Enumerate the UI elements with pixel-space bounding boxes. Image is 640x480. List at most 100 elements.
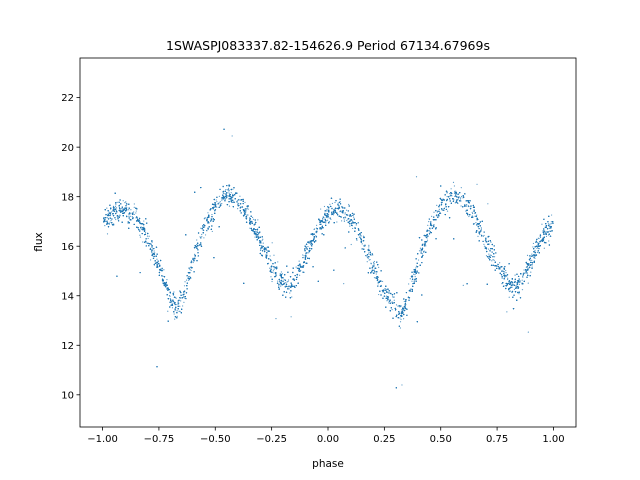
data-point [176, 303, 178, 306]
data-point [277, 280, 279, 282]
data-point [135, 212, 137, 214]
data-point [507, 277, 509, 279]
data-point [326, 216, 328, 218]
data-point [152, 248, 154, 250]
data-point [143, 220, 145, 222]
data-point [166, 288, 168, 290]
data-point [352, 227, 354, 230]
data-point [244, 201, 246, 204]
data-point [511, 286, 513, 288]
data-point [337, 202, 339, 204]
data-point [327, 214, 330, 216]
data-point [473, 223, 476, 225]
data-point [399, 321, 402, 323]
data-point [115, 218, 117, 221]
data-point [505, 269, 507, 272]
data-point [114, 205, 117, 208]
data-point [499, 262, 501, 264]
data-point [354, 226, 356, 229]
data-point [109, 221, 111, 223]
data-point [221, 202, 223, 205]
data-point [203, 218, 205, 220]
data-point [173, 291, 175, 293]
data-point [143, 226, 145, 228]
data-point [391, 309, 393, 311]
data-point [433, 224, 435, 226]
data-point [298, 274, 301, 276]
data-point [541, 223, 543, 225]
data-point [493, 259, 495, 261]
data-point [249, 227, 251, 229]
data-point [366, 256, 369, 259]
data-point [531, 253, 533, 255]
data-point [361, 243, 363, 245]
data-point [280, 285, 282, 287]
data-point [182, 305, 184, 307]
data-point [420, 248, 422, 251]
data-point [287, 280, 289, 283]
data-point [262, 238, 264, 240]
data-point [175, 297, 177, 299]
data-point [359, 235, 361, 237]
data-point [483, 245, 486, 247]
data-point [522, 275, 524, 277]
data-point [108, 211, 110, 213]
data-point [521, 289, 524, 291]
data-point [537, 241, 539, 244]
data-point [544, 231, 546, 234]
data-point [482, 235, 484, 237]
data-point [139, 234, 141, 236]
data-point [174, 308, 176, 310]
data-point [125, 211, 127, 213]
data-point [280, 271, 282, 273]
data-point [290, 316, 292, 318]
data-point [109, 215, 111, 217]
data-point [145, 242, 147, 244]
data-point [483, 234, 485, 237]
data-point [392, 296, 394, 298]
data-point [488, 253, 490, 255]
data-point [536, 247, 538, 249]
data-point [135, 210, 137, 212]
data-point [438, 208, 440, 210]
data-point [344, 213, 346, 215]
data-point [543, 239, 545, 241]
data-point [130, 209, 132, 211]
data-point [408, 283, 410, 285]
data-point [346, 219, 348, 222]
data-point [460, 197, 462, 199]
data-point [211, 230, 213, 233]
data-point [144, 232, 147, 234]
data-point [203, 226, 206, 228]
data-point [421, 253, 423, 255]
data-point [493, 256, 496, 258]
data-point [530, 259, 532, 261]
data-point [247, 214, 249, 216]
data-point [378, 293, 380, 296]
data-point [395, 304, 398, 306]
data-point [402, 306, 404, 309]
data-point [528, 263, 530, 265]
data-point [491, 260, 493, 262]
data-point [518, 283, 520, 285]
data-point [387, 291, 389, 293]
data-point [131, 215, 133, 218]
data-point [359, 236, 361, 238]
data-point [166, 279, 168, 281]
data-point [355, 224, 357, 226]
data-point [239, 195, 241, 197]
data-point [449, 195, 451, 197]
data-point [501, 277, 503, 279]
data-point [356, 239, 358, 241]
data-point [184, 297, 186, 299]
data-point [129, 215, 131, 217]
data-point [343, 283, 345, 285]
data-point [271, 271, 274, 273]
data-point [163, 269, 165, 271]
data-point [373, 260, 375, 263]
data-point [193, 253, 196, 255]
data-point [331, 202, 334, 205]
data-point [110, 219, 112, 222]
data-point [431, 215, 433, 217]
data-point [224, 198, 226, 201]
